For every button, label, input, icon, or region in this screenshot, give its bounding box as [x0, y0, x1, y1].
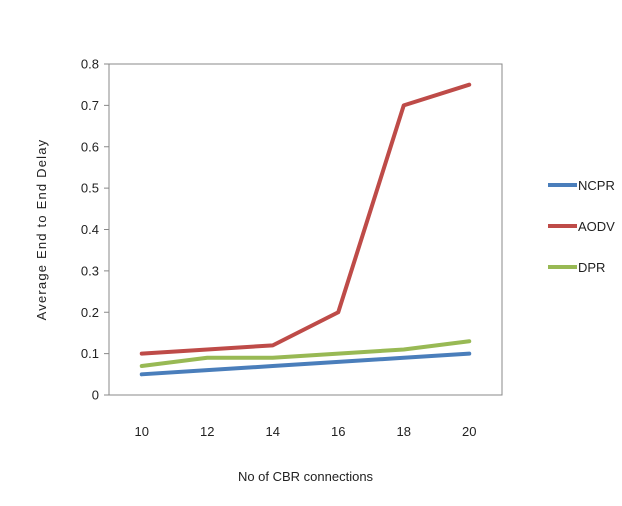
x-axis: 10 12 14 16 18 20	[135, 424, 477, 439]
series-group	[139, 82, 472, 377]
series-line-ncpr	[139, 351, 472, 377]
legend-item-ncpr: NCPR	[548, 178, 615, 193]
y-axis: 0 0.1 0.2 0.3 0.4 0.5 0.6 0.7 0.8	[81, 57, 109, 403]
legend-item-aodv: AODV	[548, 219, 615, 234]
legend-label: AODV	[578, 219, 615, 234]
y-tick-label: 0.7	[81, 98, 99, 113]
legend-label: NCPR	[578, 178, 615, 193]
x-tick-label: 18	[397, 424, 411, 439]
x-tick-label: 10	[135, 424, 149, 439]
x-tick-label: 12	[200, 424, 214, 439]
y-tick-label: 0.1	[81, 346, 99, 361]
y-tick-label: 0.8	[81, 57, 99, 72]
y-tick-label: 0	[92, 388, 99, 403]
x-axis-title: No of CBR connections	[238, 469, 374, 484]
y-tick-label: 0.2	[81, 305, 99, 320]
legend: NCPR AODV DPR	[548, 178, 615, 275]
y-tick-label: 0.6	[81, 139, 99, 154]
y-axis-title: Average End to End Delay	[34, 139, 49, 321]
y-tick-label: 0.3	[81, 263, 99, 278]
y-tick-label: 0.4	[81, 222, 99, 237]
series-line-aodv	[139, 82, 472, 356]
x-tick-label: 16	[331, 424, 345, 439]
y-tick-label: 0.5	[81, 181, 99, 196]
legend-label: DPR	[578, 260, 605, 275]
legend-item-dpr: DPR	[548, 260, 605, 275]
series-line-dpr	[139, 339, 472, 369]
x-tick-label: 20	[462, 424, 476, 439]
x-tick-label: 14	[266, 424, 280, 439]
